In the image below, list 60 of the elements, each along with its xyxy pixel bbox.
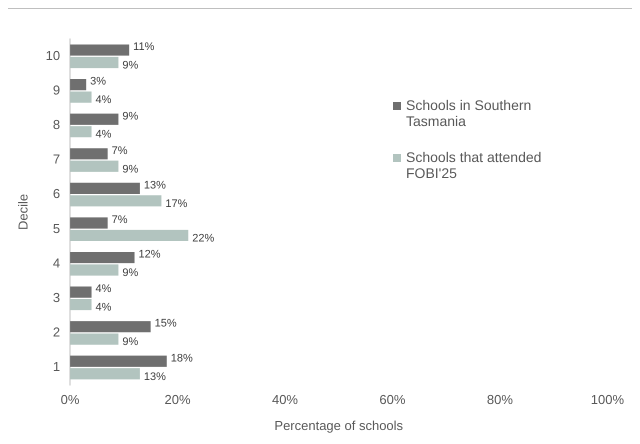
bar (70, 230, 188, 242)
bar (70, 286, 92, 298)
x-tick-label: 40% (272, 392, 298, 408)
y-tick-label: 8 (52, 117, 60, 132)
data-label: 7% (112, 144, 128, 157)
data-label: 17% (165, 198, 188, 210)
y-tick-label: 5 (52, 220, 60, 236)
bar (70, 264, 118, 276)
x-tick-label: 80% (486, 392, 514, 408)
y-tick-label: 2 (52, 324, 60, 340)
data-label: 13% (144, 179, 166, 192)
bar (70, 321, 151, 332)
data-label: 13% (144, 370, 166, 383)
bar (70, 79, 86, 90)
data-label: 15% (154, 318, 177, 330)
bar (70, 368, 140, 380)
y-tick-label: 6 (52, 186, 60, 202)
data-label: 12% (138, 248, 161, 261)
x-axis-title: Percentage of schools (274, 418, 404, 433)
data-label: 4% (96, 128, 112, 141)
data-label: 3% (90, 76, 106, 88)
bar (70, 252, 135, 264)
data-label: 4% (96, 283, 112, 296)
x-tick-label: 60% (379, 392, 406, 408)
y-tick-label: 9 (52, 82, 60, 98)
x-tick-label: 20% (164, 392, 191, 408)
legend-label: Schools that attended FOBI'25 (406, 149, 542, 181)
bar (70, 126, 92, 138)
y-tick-label: 4 (52, 255, 60, 270)
data-label: 9% (122, 336, 139, 348)
data-label: 9% (122, 110, 139, 122)
bar (70, 298, 92, 310)
bar (70, 114, 118, 125)
bar (70, 160, 118, 172)
y-tick-label: 10 (46, 48, 60, 63)
y-tick-label: 7 (52, 152, 60, 167)
x-tick-label: 100% (590, 392, 624, 408)
data-label: 18% (170, 352, 194, 364)
data-label: 4% (96, 94, 112, 106)
y-tick-label: 3 (52, 290, 60, 305)
legend-label: Schools in Southern Tasmania (406, 97, 532, 129)
x-tick-label: 0% (60, 392, 80, 408)
data-label: 22% (192, 232, 215, 244)
y-tick-label: 1 (52, 359, 60, 374)
bar (70, 182, 140, 194)
bar (70, 91, 92, 103)
y-axis-title: Decile (15, 194, 30, 230)
data-label: 7% (112, 214, 128, 226)
bar (70, 148, 108, 160)
data-label: 4% (96, 302, 112, 314)
data-label: 9% (122, 163, 139, 176)
data-label: 9% (122, 60, 139, 72)
data-label: 11% (133, 41, 155, 54)
bar (70, 334, 118, 345)
bar (70, 56, 118, 68)
bar (70, 356, 167, 367)
bar (70, 44, 130, 56)
bar (70, 217, 108, 229)
data-label: 9% (122, 267, 139, 280)
bar (70, 195, 162, 206)
